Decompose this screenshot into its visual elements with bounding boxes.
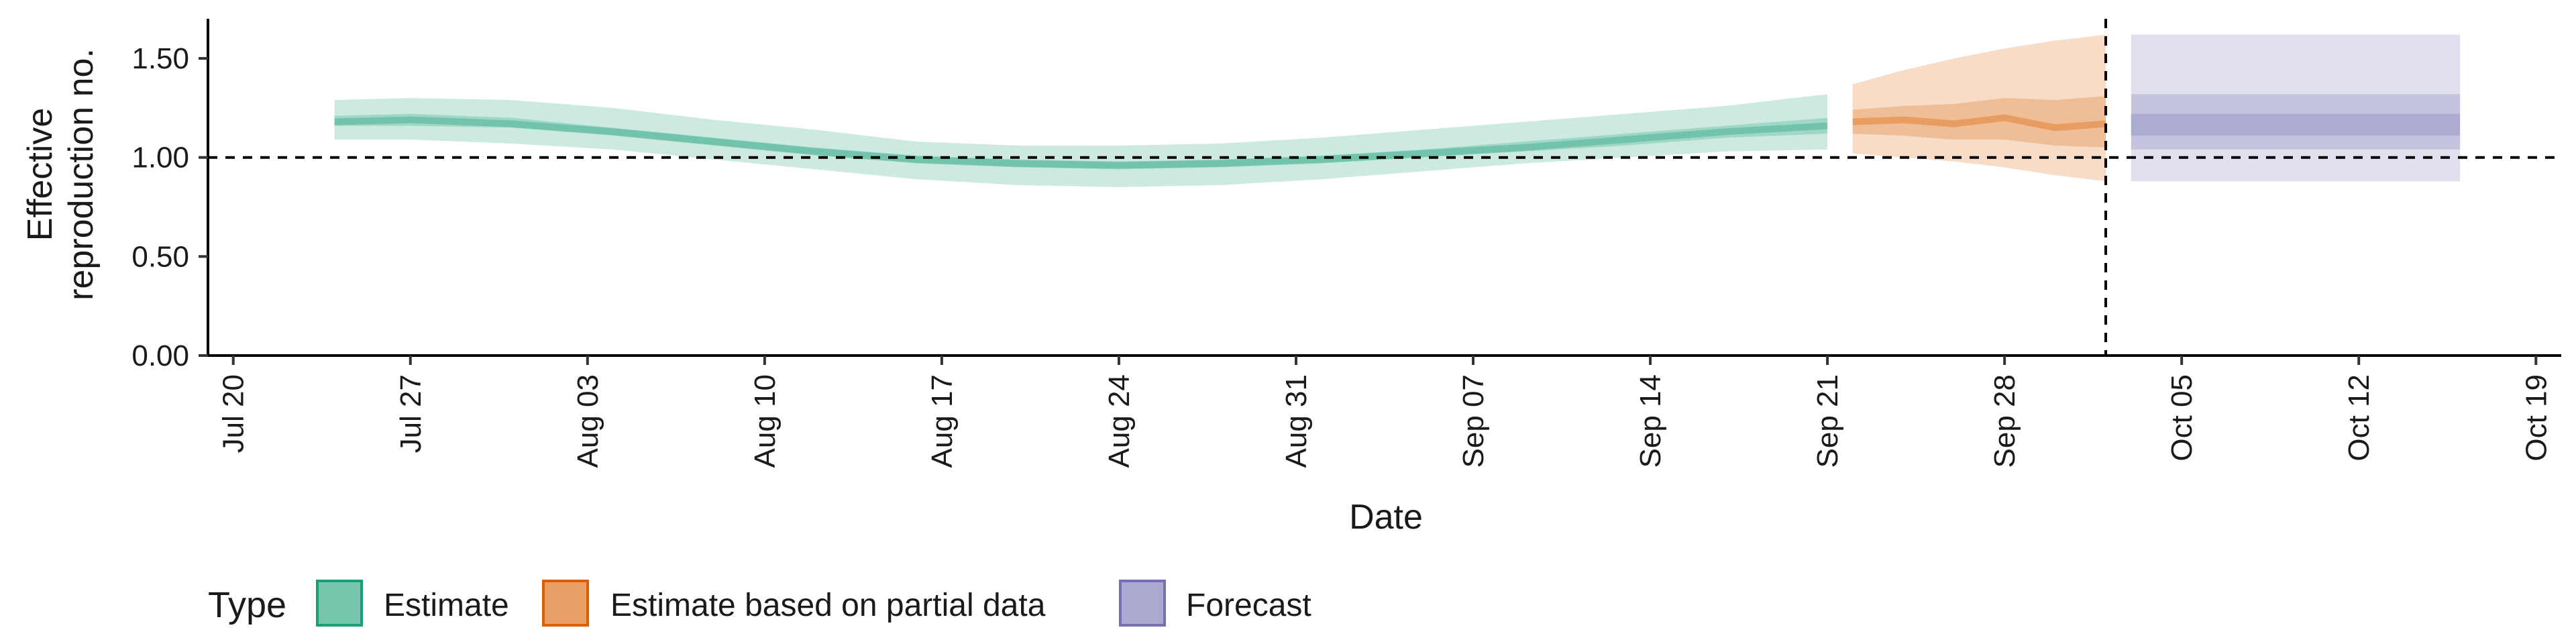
x-ticks: Jul 20 Jul 27 Aug 03 Aug 10 Aug 17 Aug 24 Aug …	[217, 356, 2553, 468]
estimate-band50-area	[334, 113, 1828, 170]
x-tick-label: Jul 27	[394, 374, 427, 453]
legend-key-partial	[542, 580, 589, 627]
forecast-band50-area	[2131, 94, 2461, 150]
estimate-based-on-partial-data-median-line	[1852, 114, 2106, 131]
x-tick-label: Oct 12	[2343, 374, 2375, 462]
x-tick-label: Aug 03	[572, 374, 604, 468]
legend-label-forecast: Forecast	[1186, 588, 1311, 623]
x-tick-label: Aug 31	[1280, 374, 1313, 468]
y-tick-label: 0.00	[131, 339, 189, 372]
estimate-based-on-partial-data-band50-area	[1852, 96, 2106, 148]
axes	[207, 19, 2561, 357]
legend-label-partial: Estimate based on partial data	[610, 588, 1046, 623]
legend-key-estimate	[316, 580, 363, 627]
estimate-based-on-partial-data-band90-area	[1852, 34, 2106, 182]
x-tick-label: Sep 14	[1634, 374, 1667, 468]
y-axis-title-line-2: reproduction no.	[62, 48, 101, 301]
y-tick-label: 0.50	[131, 240, 189, 273]
x-axis-title: Date	[1349, 498, 1423, 537]
legend: Type Estimate Estimate based on partial …	[208, 580, 1311, 627]
x-tick-label: Aug 24	[1103, 374, 1136, 468]
x-tick-label: Jul 20	[217, 374, 250, 453]
forecast-band90-area	[2131, 34, 2461, 182]
x-tick-label: Sep 28	[1988, 374, 2021, 468]
y-tick-label: 1.00	[131, 142, 189, 174]
legend-key-forecast	[1119, 580, 1166, 627]
bands-layer	[334, 34, 2461, 187]
reference-lines	[208, 19, 2561, 356]
x-tick-label: Aug 10	[749, 374, 782, 468]
y-ticks: 0.00 0.50 1.00 1.50	[131, 42, 208, 372]
legend-title: Type	[208, 585, 286, 625]
x-tick-label: Oct 19	[2520, 374, 2553, 462]
estimate-band90-area	[334, 94, 1828, 187]
y-axis-title-line-1: Effective	[21, 108, 60, 241]
x-tick-label: Oct 05	[2165, 374, 2198, 462]
legend-label-estimate: Estimate	[384, 588, 509, 623]
x-tick-label: Sep 07	[1457, 374, 1490, 468]
y-tick-label: 1.50	[131, 42, 189, 75]
forecast-band20-area	[2131, 113, 2461, 136]
x-tick-label: Aug 17	[926, 374, 959, 468]
estimate-median-line	[334, 116, 1828, 169]
x-tick-label: Sep 21	[1811, 374, 1844, 468]
